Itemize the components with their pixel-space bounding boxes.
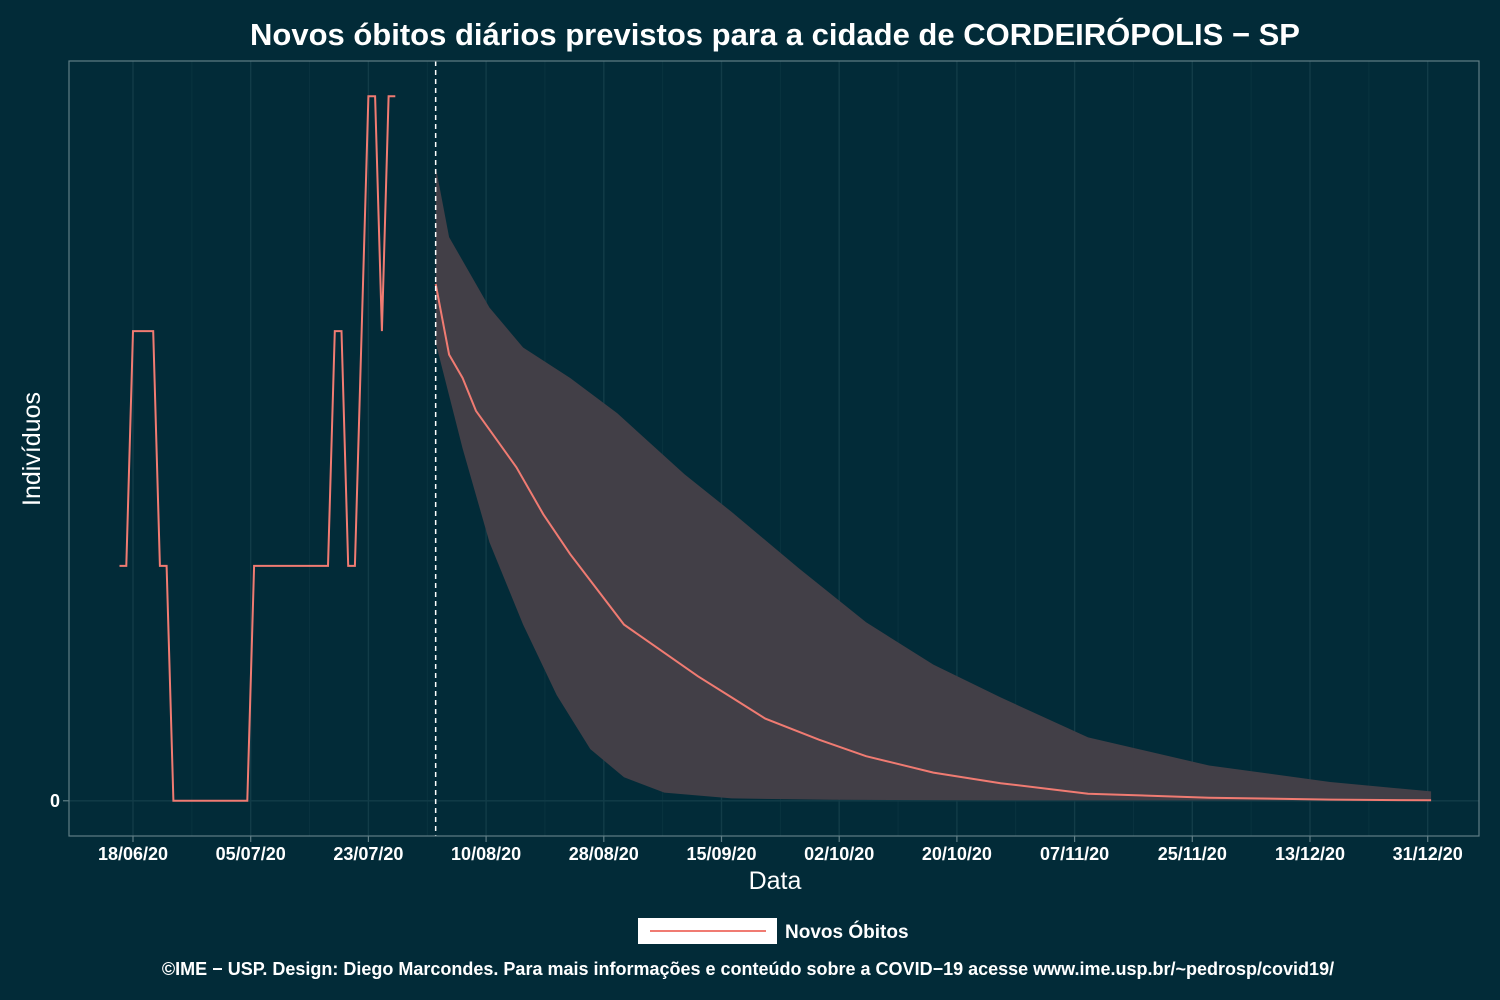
x-tick-label: 07/11/20 (1040, 844, 1109, 864)
x-tick-label: 02/10/20 (804, 844, 874, 864)
caption: ©IME − USP. Design: Diego Marcondes. Par… (162, 959, 1334, 979)
series-lines (119, 61, 1432, 836)
x-tick-label: 28/08/20 (569, 844, 639, 864)
x-axis-title: Data (749, 867, 802, 895)
observed-deaths-line (119, 95, 396, 802)
x-tick-label: 10/08/20 (451, 844, 521, 864)
y-axis-ticks: 0 (50, 791, 69, 811)
forecast-mean-line (434, 283, 1432, 802)
confidence-band (435, 166, 1432, 801)
y-axis-title: Indivíduos (18, 392, 46, 506)
legend-label: Novos Óbitos (785, 921, 909, 943)
legend: Novos Óbitos (638, 918, 909, 944)
x-tick-label: 18/06/20 (98, 844, 168, 864)
chart-title: Novos óbitos diários previstos para a ci… (250, 16, 1300, 52)
x-tick-label: 23/07/20 (333, 844, 403, 864)
x-tick-label: 05/07/20 (216, 844, 286, 864)
x-tick-label: 25/11/20 (1158, 844, 1227, 864)
x-tick-label: 13/12/20 (1275, 844, 1345, 864)
forecast-confidence-band (435, 166, 1432, 801)
plot-panel-border (68, 60, 1480, 837)
x-axis-ticks: 18/06/20 05/07/20 23/07/20 10/08/20 28/08/20… (98, 836, 1463, 864)
x-tick-label: 15/09/20 (686, 844, 756, 864)
x-tick-label: 20/10/20 (922, 844, 992, 864)
x-tick-label: 31/12/20 (1393, 844, 1463, 864)
y-tick-label: 0 (50, 791, 60, 811)
